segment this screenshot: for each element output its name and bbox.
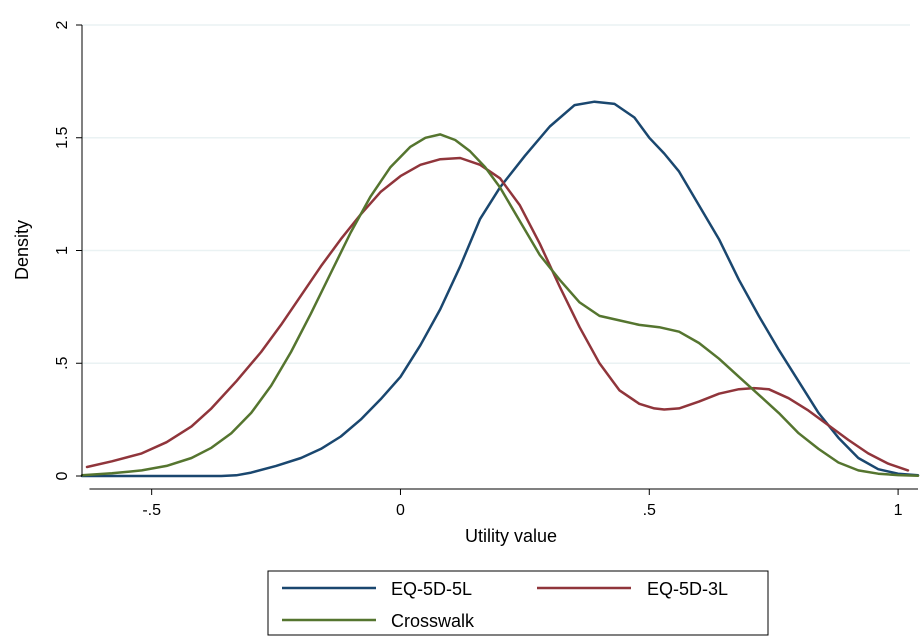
x-axis-title: Utility value	[465, 526, 557, 546]
series-lines	[80, 100, 920, 478]
y-axis-title: Density	[12, 220, 32, 280]
legend-label-crosswalk: Crosswalk	[391, 611, 475, 631]
x-tick-label-2: .5	[643, 502, 656, 519]
x-tick-label-3: 1	[894, 502, 903, 519]
series-line-eq5d3l	[85, 156, 910, 472]
legend: EQ-5D-5L EQ-5D-3L Crosswalk	[267, 570, 769, 636]
y-tick-label-2: 1	[54, 246, 71, 255]
legend-label-eq5d3l: EQ-5D-3L	[647, 579, 728, 599]
legend-label-eq5d5l: EQ-5D-5L	[391, 579, 472, 599]
y-tick-label-3: 1.5	[54, 127, 71, 149]
x-tick-label-1: 0	[396, 502, 405, 519]
grid-lines	[82, 24, 910, 364]
y-tick-label-4: 2	[54, 20, 71, 29]
y-tick-label-1: .5	[54, 356, 71, 369]
axes: 0 .5 1 1.5 2 -.5 0 .5 1	[54, 20, 918, 519]
legend-box	[267, 570, 769, 636]
series-line-eq5d5l	[80, 100, 920, 478]
x-tick-label-0: -.5	[142, 502, 161, 519]
series-line-crosswalk	[80, 133, 920, 478]
y-tick-label-0: 0	[54, 471, 71, 480]
